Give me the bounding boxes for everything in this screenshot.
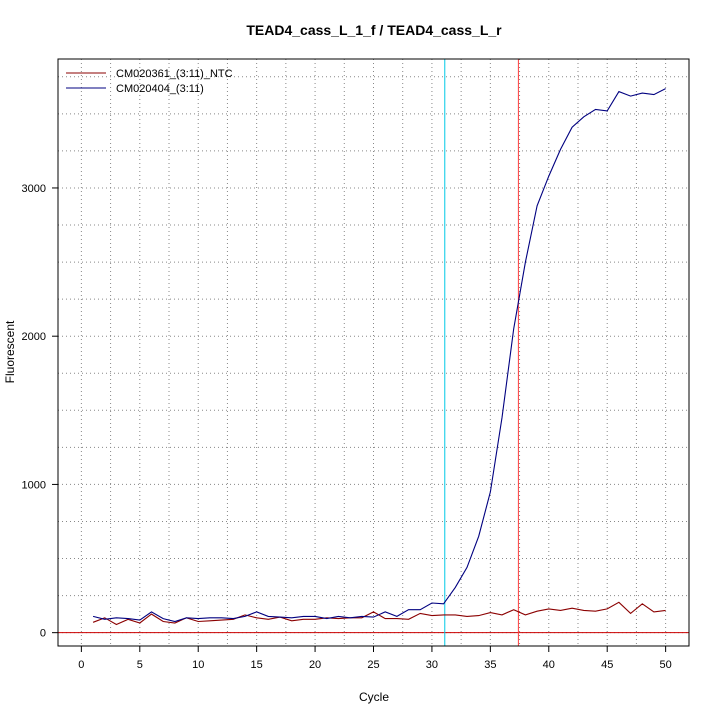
x-tick-label: 35 [484,659,496,671]
x-tick-label: 5 [137,659,143,671]
vertical-marker-lines [444,59,519,646]
y-tick-label: 1000 [22,479,46,491]
axes: 0 5 10 15 20 25 30 35 40 45 50 0 1000 2000 3000 [22,183,689,671]
legend-label-ntc: CM020361_(3:11)_NTC [116,68,233,80]
y-axis-label: Fluorescent [3,320,17,383]
plot-frame [57,58,690,647]
y-tick-label: 3000 [22,183,46,195]
x-tick-label: 0 [78,659,84,671]
legend-label-sample: CM020404_(3:11) [116,83,204,95]
legend: CM020361_(3:11)_NTC CM020404_(3:11) [66,68,233,95]
y-tick-label: 0 [40,628,46,640]
x-tick-label: 15 [251,659,263,671]
y-tick-label: 2000 [22,331,46,343]
x-axis-label: Cycle [359,690,389,704]
x-tick-label: 10 [192,659,204,671]
x-tick-label: 40 [543,659,555,671]
series-line-sample [92,88,666,623]
x-tick-label: 30 [426,659,438,671]
x-tick-label: 45 [601,659,613,671]
series-group [92,88,666,626]
x-tick-label: 20 [309,659,321,671]
x-tick-label: 25 [367,659,379,671]
x-tick-label: 50 [660,659,672,671]
chart-title: TEAD4_cass_L_1_f / TEAD4_cass_L_r [246,22,502,38]
